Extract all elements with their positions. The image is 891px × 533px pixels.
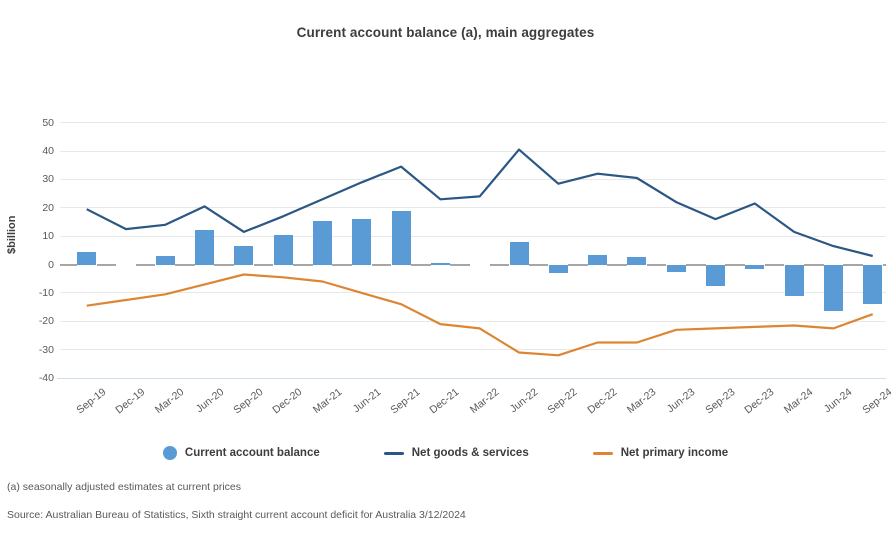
gridline (60, 292, 886, 294)
bar-Mar-23 (627, 257, 647, 265)
zero-line-dash (175, 263, 195, 266)
zero-line-dash (843, 263, 863, 266)
chart-title: Current account balance (a), main aggreg… (296, 25, 595, 40)
bar-Sep-19 (77, 251, 97, 265)
bar-Sep-23 (706, 264, 725, 286)
legend-item-net-primary-income: Net primary income (592, 447, 729, 459)
line-net-goods-services (86, 148, 873, 258)
legend-line-marker (592, 451, 613, 455)
line-net-primary-income (86, 273, 874, 357)
zero-line-dash (646, 263, 667, 266)
line-series-svg (86, 148, 874, 357)
bar-Mar-20 (155, 256, 175, 265)
legend: Current account balance Net goods & servi… (0, 446, 891, 460)
y-tick-label: 40 (42, 145, 54, 158)
gridline (60, 150, 886, 152)
y-tick-label: 50 (42, 116, 54, 129)
zero-line-dash (135, 263, 156, 266)
bar-Dec-21 (430, 263, 450, 265)
footnote-source: Source: Australian Bureau of Statistics,… (7, 509, 466, 521)
zero-line-dash (764, 263, 785, 266)
bar-Dec-20 (273, 234, 293, 265)
gridline (60, 320, 886, 322)
y-tick-label: 0 (48, 258, 54, 271)
gridline (60, 178, 886, 180)
zero-line-dash (686, 263, 706, 266)
plot-area (60, 117, 886, 378)
bar-Jun-21 (352, 219, 372, 265)
zero-line-dash (60, 263, 77, 266)
y-tick-label: -10 (38, 286, 54, 299)
zero-line-dash (371, 263, 392, 266)
bar-Jun-23 (666, 264, 686, 272)
zero-line-dash (253, 263, 274, 266)
zero-line-dash (214, 263, 235, 266)
gridline (60, 122, 886, 124)
y-tick-label: 10 (42, 230, 54, 243)
y-tick-label: 20 (42, 201, 54, 214)
bar-Sep-20 (234, 246, 254, 265)
zero-line-dash (410, 263, 431, 266)
bar-Dec-23 (745, 264, 765, 269)
legend-circle-marker (162, 446, 177, 460)
footnote-a: (a) seasonally adjusted estimates at cur… (7, 481, 242, 493)
gridline (60, 235, 886, 237)
zero-line-dash (293, 263, 313, 266)
zero-line-dash (450, 263, 470, 266)
zero-line-dash (568, 263, 588, 266)
y-tick-label: -40 (38, 372, 54, 384)
legend-label: Current account balance (184, 447, 320, 459)
zero-line-dash (803, 263, 824, 266)
zero-line-dash (607, 263, 628, 266)
legend-line-marker (383, 451, 404, 455)
y-tick-label: -30 (38, 343, 54, 356)
y-tick-label: 30 (42, 173, 54, 186)
bar-Dec-22 (588, 254, 608, 265)
bar-Sep-24 (863, 264, 883, 305)
legend-item-net-goods-services: Net goods & services (383, 447, 529, 459)
bar-Sep-21 (391, 210, 411, 265)
bar-Jun-22 (509, 241, 529, 265)
bar-Jun-20 (195, 230, 215, 265)
zero-line-dash (882, 263, 886, 266)
zero-line-dash (725, 263, 745, 266)
bar-Jun-24 (823, 264, 843, 312)
bar-Mar-21 (313, 220, 332, 265)
bar-Mar-24 (784, 264, 804, 296)
x-axis-line (57, 378, 886, 379)
legend-label: Net primary income (620, 447, 729, 459)
legend-item-current-account-balance: Current account balance (162, 446, 320, 460)
zero-line-dash (489, 263, 510, 266)
zero-line-dash (96, 263, 117, 266)
zero-line-dash (528, 263, 549, 266)
gridline (60, 349, 886, 351)
zero-line-dash (332, 263, 352, 266)
legend-label: Net goods & services (411, 447, 529, 459)
gridline (60, 207, 886, 209)
bar-Sep-22 (548, 264, 568, 274)
y-tick-label: -20 (38, 315, 54, 328)
